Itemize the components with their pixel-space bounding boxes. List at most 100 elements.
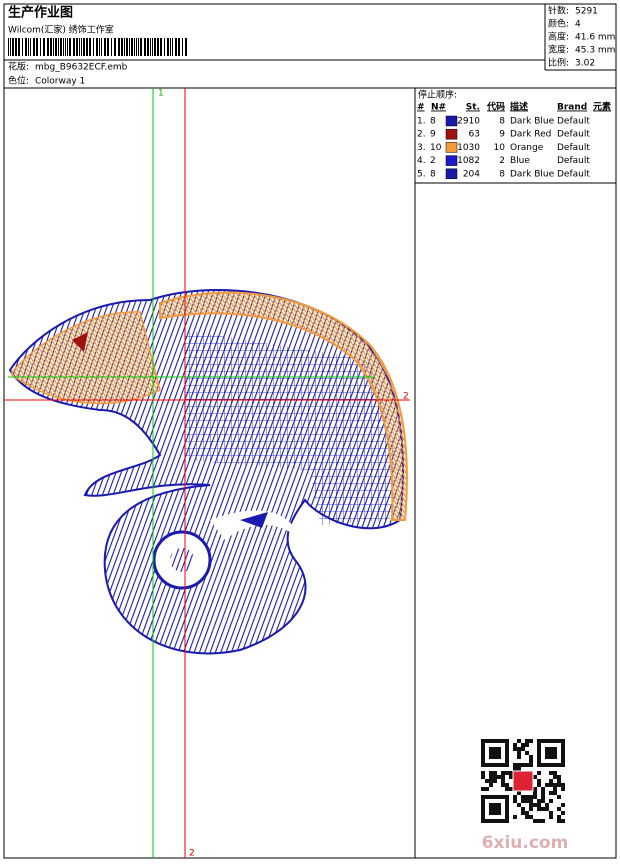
qr-cell <box>525 743 529 747</box>
qr-cell <box>561 759 565 763</box>
qr-cell <box>529 807 533 811</box>
qr-cell <box>489 739 493 743</box>
bar <box>99 38 100 56</box>
qr-cell <box>553 739 557 743</box>
qr-cell <box>537 763 541 767</box>
qr-cell <box>489 763 493 767</box>
qr-cell <box>481 759 485 763</box>
bar <box>172 38 173 56</box>
qr-cell <box>529 755 533 759</box>
qr-cell <box>505 747 509 751</box>
qr-cell <box>481 771 485 775</box>
qr-cell <box>481 795 485 799</box>
qr-cell <box>533 787 537 791</box>
stat-value: 4 <box>575 20 581 30</box>
row-code: 9 <box>499 130 505 140</box>
qr-cell <box>497 819 501 823</box>
bar <box>10 38 11 56</box>
qr-cell <box>561 743 565 747</box>
qr-cell <box>549 811 553 815</box>
bar <box>12 38 14 56</box>
qr-cell <box>533 791 537 795</box>
bar <box>134 38 135 56</box>
stat-value: 45.3 mm <box>575 46 615 56</box>
qr-cell <box>561 755 565 759</box>
qr-cell <box>553 787 557 791</box>
qr-cell <box>501 739 505 743</box>
color-swatch <box>445 142 458 153</box>
qr-cell <box>537 783 541 787</box>
bar <box>55 38 57 56</box>
stat-label: 比例: <box>548 57 569 69</box>
colorway: Colorway 1 <box>35 77 85 87</box>
qr-cell <box>517 803 521 807</box>
bar <box>60 38 62 56</box>
qr-cell <box>557 795 561 799</box>
qr-cell <box>529 795 533 799</box>
bar <box>73 38 75 56</box>
row-desc: Dark Red <box>510 130 551 140</box>
stat-label: 针数: <box>548 5 569 17</box>
qr-cell <box>513 815 517 819</box>
qr-cell <box>489 755 493 759</box>
qr-cell <box>513 799 517 803</box>
qr-cell <box>549 751 553 755</box>
qr-cell <box>521 795 525 799</box>
qr-cell <box>561 739 565 743</box>
qr-cell <box>537 747 541 751</box>
qr-cell <box>497 807 501 811</box>
color-swatch <box>445 168 458 180</box>
qr-cell <box>485 779 489 783</box>
qr-cell <box>493 763 497 767</box>
subtitle: Wilcom(汇家) 绣饰工作室 <box>8 24 114 36</box>
bar <box>104 38 106 56</box>
qr-cell <box>553 783 557 787</box>
qr-cell <box>521 799 525 803</box>
qr-cell <box>557 775 561 779</box>
row-code: 2 <box>499 156 505 166</box>
qr-cell <box>537 799 541 803</box>
qr-cell <box>493 811 497 815</box>
qr-cell <box>505 819 509 823</box>
qr-cell <box>541 795 545 799</box>
qr-cell <box>493 775 497 779</box>
row-brand: Default <box>557 169 590 179</box>
qr-cell <box>501 819 505 823</box>
row-desc: Dark Blue <box>510 117 555 127</box>
bar <box>8 38 9 56</box>
qr-cell <box>541 819 545 823</box>
column-header: N# <box>431 103 446 113</box>
row-brand: Default <box>557 117 590 127</box>
bar <box>83 38 85 56</box>
bar <box>30 38 31 56</box>
qr-cell <box>541 763 545 767</box>
row-index: 4. <box>417 156 426 166</box>
design: mbg_B9632ECF.emb <box>35 63 128 73</box>
qr-cell <box>561 783 565 787</box>
qr-cell <box>517 767 521 771</box>
qr-cell <box>537 743 541 747</box>
row-st: 1082 <box>457 156 480 166</box>
stop-table: # N# St. 代码 描述 Brand 元素1. 8 2910 8 Dark Blue Defaul… <box>417 101 611 180</box>
qr-cell <box>557 815 561 819</box>
row-desc: Dark Blue <box>510 169 555 179</box>
bar <box>157 38 159 56</box>
qr-cell <box>505 811 509 815</box>
qr-cell <box>505 763 509 767</box>
qr-cell <box>493 779 497 783</box>
qr-cell <box>549 755 553 759</box>
qr-cell <box>537 779 541 783</box>
qr-cell <box>525 751 529 755</box>
qr-cell <box>493 795 497 799</box>
qr-cell <box>493 747 497 751</box>
qr-cell <box>517 755 521 759</box>
color-swatch <box>445 155 458 166</box>
qr-cell <box>557 763 561 767</box>
qr-cell <box>493 807 497 811</box>
qr-cell <box>545 751 549 755</box>
qr-cell <box>489 803 493 807</box>
bar <box>63 38 64 56</box>
row-desc: Orange <box>510 143 544 153</box>
bar <box>118 38 120 56</box>
